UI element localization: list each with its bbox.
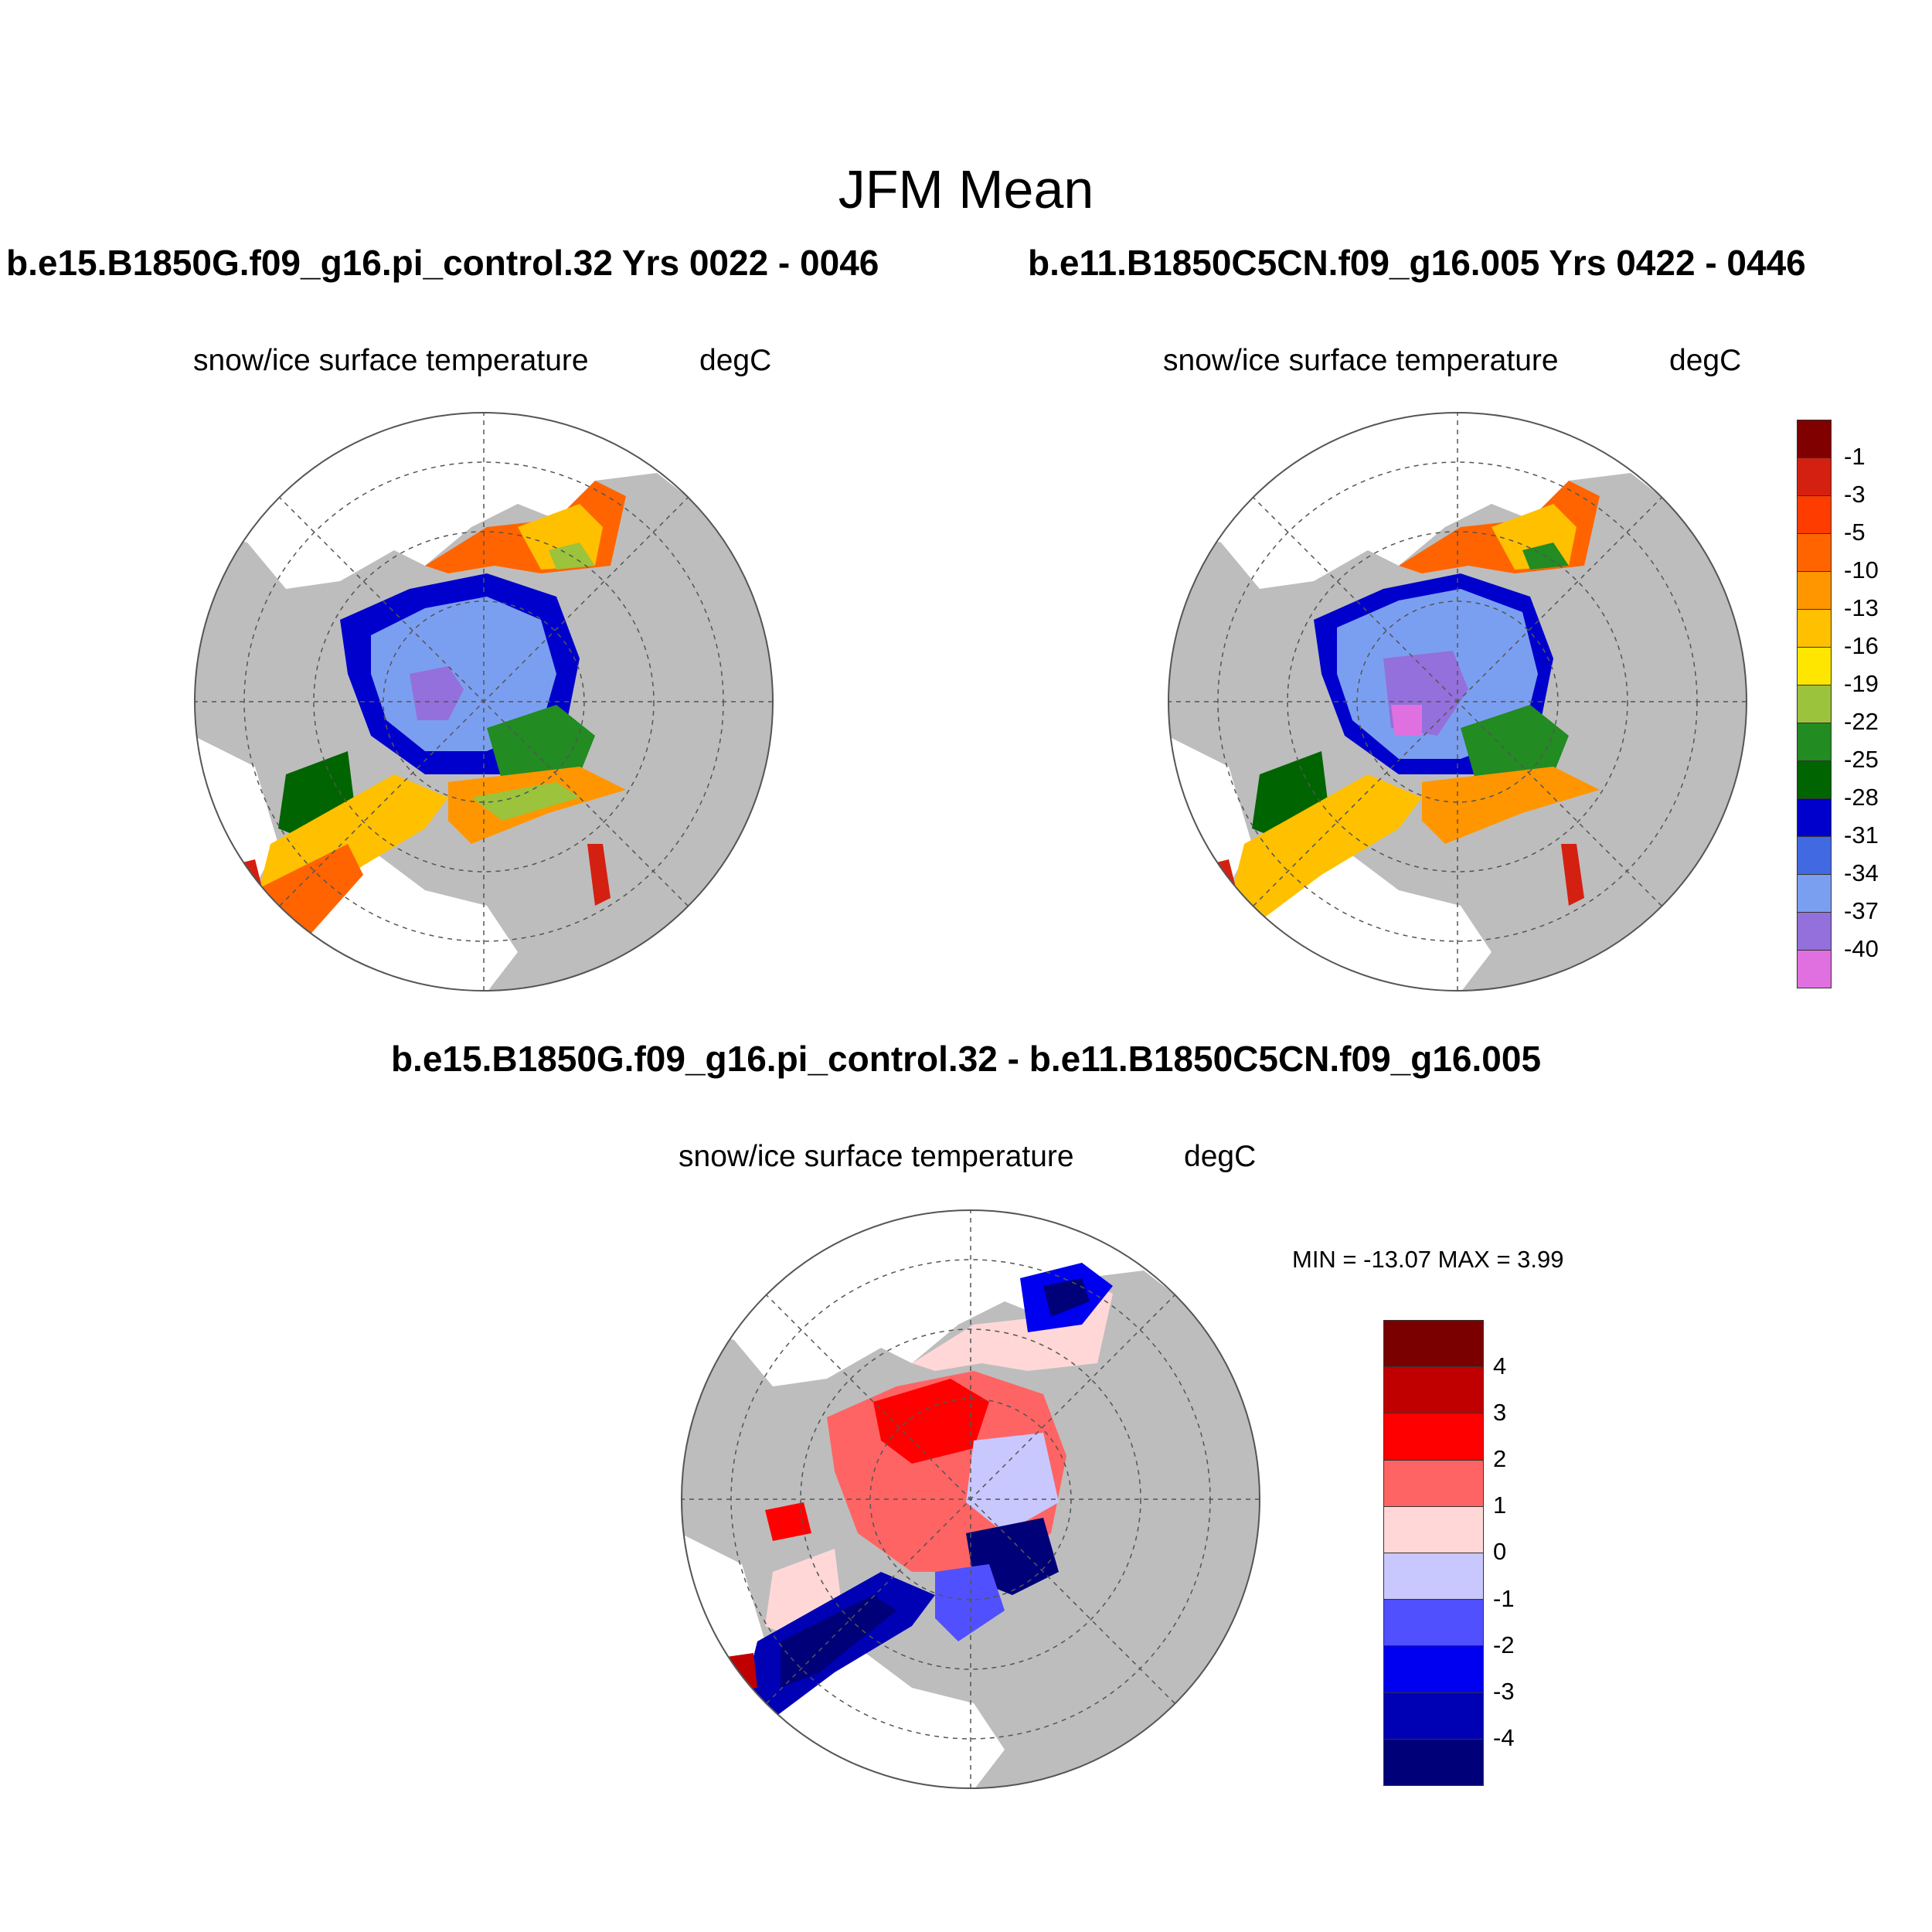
temperature-colorbar-tick-label: -31 — [1844, 821, 1879, 849]
difference-colorbar-cell — [1383, 1459, 1484, 1507]
right-variable-label: snow/ice surface temperature — [1163, 344, 1559, 377]
difference-colorbar: 4 3 2 1 0 -1 -2 -3 -4 — [1383, 1320, 1515, 1786]
right-panel-title: b.e11.B1850C5CN.f09_g16.005 Yrs 0422 - 0… — [1028, 243, 1806, 283]
difference-colorbar-tick-label: 4 — [1493, 1352, 1507, 1379]
temperature-colorbar-cell — [1797, 685, 1832, 723]
temperature-colorbar-cell — [1797, 420, 1832, 458]
left-panel-title: b.e15.B1850G.f09_g16.pi_control.32 Yrs 0… — [6, 243, 879, 283]
difference-colorbar-cell — [1383, 1320, 1484, 1368]
temperature-colorbar-cell — [1797, 836, 1832, 875]
diff-panel-title: b.e15.B1850G.f09_g16.pi_control.32 - b.e… — [390, 1039, 1542, 1079]
temperature-colorbar-cell — [1797, 571, 1832, 610]
temperature-colorbar-tick-label: -19 — [1844, 670, 1879, 698]
difference-colorbar-cell — [1383, 1505, 1484, 1553]
right-units-label: degC — [1669, 344, 1742, 377]
figure-title: JFM Mean — [838, 159, 1094, 219]
temperature-colorbar-cell — [1797, 609, 1832, 648]
left-polar-map — [194, 412, 774, 992]
difference-colorbar-tick-label: -4 — [1493, 1724, 1515, 1752]
temperature-colorbar-tick-label: -37 — [1844, 897, 1879, 925]
temperature-colorbar-cell — [1797, 457, 1832, 496]
difference-colorbar-cell — [1383, 1738, 1484, 1786]
grid-lines — [195, 413, 773, 991]
temperature-colorbar-cell — [1797, 912, 1832, 951]
difference-colorbar-cell — [1383, 1599, 1484, 1647]
temperature-colorbar-tick-label: -28 — [1844, 784, 1879, 811]
difference-colorbar-tick-label: 2 — [1493, 1445, 1507, 1472]
temperature-colorbar-tick-label: -16 — [1844, 632, 1879, 660]
grid-lines — [682, 1210, 1260, 1788]
left-variable-label: snow/ice surface temperature — [193, 344, 589, 377]
difference-colorbar-tick-label: 1 — [1493, 1492, 1507, 1519]
difference-colorbar-tick-label: -2 — [1493, 1631, 1515, 1658]
difference-colorbar-cell — [1383, 1553, 1484, 1600]
temperature-colorbar-cell — [1797, 874, 1832, 913]
difference-colorbar-cell — [1383, 1645, 1484, 1693]
difference-colorbar-tick-label: -1 — [1493, 1584, 1515, 1612]
temperature-colorbar-cell — [1797, 760, 1832, 799]
temperature-colorbar-tick-label: -5 — [1844, 519, 1866, 546]
anomaly-field — [726, 1263, 1113, 1719]
temperature-colorbar-tick-label: -22 — [1844, 708, 1879, 736]
temperature-colorbar-tick-label: -3 — [1844, 481, 1866, 509]
diff-units-label: degC — [1184, 1140, 1257, 1173]
temperature-colorbar-cell — [1797, 495, 1832, 534]
sea-ice-field — [1198, 481, 1600, 921]
temperature-colorbar-cell — [1797, 798, 1832, 837]
right-polar-map — [1168, 412, 1747, 992]
difference-colorbar-tick-label: 0 — [1493, 1538, 1507, 1566]
temperature-colorbar-tick-label: -13 — [1844, 594, 1879, 622]
difference-colorbar-cell — [1383, 1413, 1484, 1461]
diff-variable-label: snow/ice surface temperature — [679, 1140, 1074, 1173]
difference-colorbar-tick-label: 3 — [1493, 1398, 1507, 1426]
sea-ice-field — [224, 481, 626, 944]
difference-colorbar-cell — [1383, 1692, 1484, 1740]
temperature-colorbar-tick-label: -1 — [1844, 443, 1866, 471]
difference-colorbar-tick-label: -3 — [1493, 1678, 1515, 1705]
left-units-label: degC — [699, 344, 772, 377]
temperature-colorbar-cell — [1797, 723, 1832, 761]
temperature-colorbar-tick-label: -10 — [1844, 556, 1879, 584]
temperature-colorbar-cell — [1797, 533, 1832, 572]
diff-min-max-stats: MIN = -13.07 MAX = 3.99 — [1292, 1246, 1564, 1273]
temperature-colorbar-tick-label: -34 — [1844, 859, 1879, 887]
temperature-colorbar-tick-label: -40 — [1844, 935, 1879, 963]
temperature-colorbar-cell — [1797, 950, 1832, 988]
temperature-colorbar-cell — [1797, 647, 1832, 685]
grid-lines — [1168, 413, 1747, 991]
temperature-colorbar: -1 -3 -5 -10 -13 -16 -19 -22 -25 -28 -31 -34 -37 -40 — [1797, 420, 1879, 988]
difference-colorbar-cell — [1383, 1366, 1484, 1414]
temperature-colorbar-tick-label: -25 — [1844, 746, 1879, 774]
difference-polar-map — [681, 1209, 1260, 1789]
